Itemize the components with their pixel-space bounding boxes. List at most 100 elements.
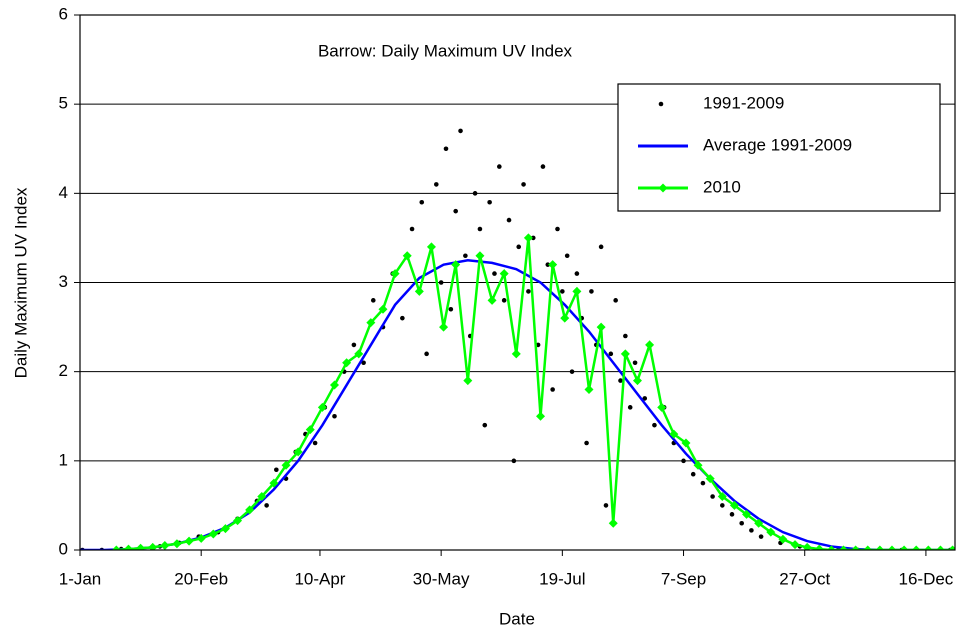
data-point xyxy=(523,233,533,243)
data-point xyxy=(361,360,366,366)
data-point xyxy=(414,286,424,296)
data-point xyxy=(560,313,570,323)
data-point xyxy=(540,164,546,169)
data-point xyxy=(487,199,492,205)
data-point xyxy=(196,533,206,543)
data-point xyxy=(564,253,570,259)
data-point xyxy=(274,467,279,473)
data-point xyxy=(458,128,463,134)
data-point xyxy=(148,542,158,550)
data-point xyxy=(717,492,727,501)
x-tick-label: 1-Jan xyxy=(59,569,102,588)
y-axis-label: Daily Maximum UV Index xyxy=(11,187,30,378)
data-point xyxy=(402,251,412,261)
data-point xyxy=(705,474,715,484)
data-point xyxy=(574,271,580,276)
x-tick-label: 20-Feb xyxy=(174,569,228,588)
data-point xyxy=(317,402,327,412)
data-point xyxy=(366,318,376,328)
data-point xyxy=(448,306,454,312)
data-point xyxy=(627,405,633,410)
data-point xyxy=(477,226,483,232)
data-point xyxy=(729,512,735,517)
data-point xyxy=(693,460,703,470)
x-tick-label: 10-Apr xyxy=(294,569,345,588)
data-point xyxy=(802,542,812,550)
data-point xyxy=(526,289,531,294)
data-point xyxy=(545,262,551,267)
data-point xyxy=(935,545,945,550)
y-tick-label: 4 xyxy=(59,183,68,202)
data-point xyxy=(851,545,861,550)
data-point xyxy=(742,509,752,519)
series-line xyxy=(80,258,953,550)
data-point xyxy=(839,545,849,550)
data-point xyxy=(729,500,739,510)
legend: 1991-2009 Average 1991-2009 2010 xyxy=(617,83,941,212)
data-point xyxy=(584,440,589,446)
data-point xyxy=(550,387,555,392)
data-point xyxy=(482,422,488,428)
data-point xyxy=(608,351,614,357)
data-point xyxy=(511,349,521,359)
x-tick-label: 27-Oct xyxy=(779,569,830,588)
data-point xyxy=(160,541,170,550)
data-point xyxy=(669,429,679,439)
data-point xyxy=(354,349,364,359)
chart-title: Barrow: Daily Maximum UV Index xyxy=(318,41,573,60)
data-point xyxy=(700,480,706,486)
data-point xyxy=(516,244,522,250)
data-point xyxy=(608,518,618,528)
data-point xyxy=(487,295,497,305)
data-point xyxy=(645,340,655,350)
x-tick-label: 19-Jul xyxy=(539,569,585,588)
data-point xyxy=(409,226,415,232)
data-point xyxy=(754,518,764,528)
data-point xyxy=(342,358,352,368)
data-point xyxy=(501,298,507,303)
data-point xyxy=(887,545,897,550)
plot-area xyxy=(80,128,955,550)
legend-label: 1991-2009 xyxy=(703,93,784,112)
data-point xyxy=(281,460,291,470)
data-point xyxy=(555,226,560,232)
plot-frame xyxy=(79,14,956,551)
data-point xyxy=(208,529,218,539)
data-point xyxy=(269,478,279,488)
data-point xyxy=(572,286,582,296)
data-point xyxy=(443,146,449,152)
data-point xyxy=(439,322,449,332)
data-point xyxy=(657,402,667,412)
data-point xyxy=(596,322,606,332)
data-point xyxy=(305,425,315,435)
data-point xyxy=(603,503,609,508)
data-point xyxy=(632,376,642,386)
data-point xyxy=(370,298,376,303)
data-point xyxy=(623,333,628,339)
data-point xyxy=(863,545,873,550)
data-point xyxy=(424,351,429,357)
data-point xyxy=(875,545,885,550)
data-point xyxy=(589,289,594,294)
data-point xyxy=(451,260,461,270)
data-point xyxy=(911,545,921,550)
data-point xyxy=(548,260,558,270)
legend-label: Average 1991-2009 xyxy=(703,135,852,154)
data-point xyxy=(111,545,121,550)
y-tick-label: 2 xyxy=(59,361,68,380)
data-point xyxy=(390,269,400,279)
data-point xyxy=(511,458,517,464)
data-point xyxy=(923,545,933,550)
data-point xyxy=(618,378,623,383)
data-point xyxy=(584,385,594,394)
data-point xyxy=(332,413,337,419)
x-axis-label: Date xyxy=(499,609,535,628)
data-point xyxy=(720,503,725,508)
data-point xyxy=(463,253,468,259)
data-point xyxy=(652,422,657,428)
data-point xyxy=(438,280,444,285)
data-point xyxy=(790,540,800,550)
data-point xyxy=(749,528,754,533)
data-point xyxy=(506,217,512,223)
data-point xyxy=(426,242,436,252)
